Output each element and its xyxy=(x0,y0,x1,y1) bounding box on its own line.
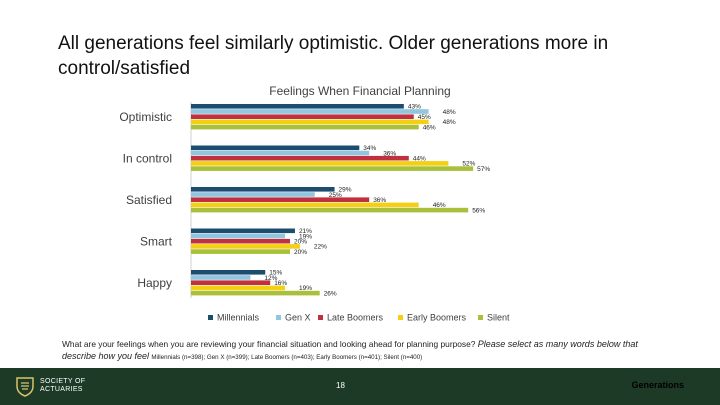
footer-bar: SOCIETY OF ACTUARIES 18 Generations xyxy=(0,368,720,405)
category-label-satisfied: Satisfied xyxy=(126,193,172,207)
value-label-optimistic-gen-x: 48% xyxy=(443,109,456,116)
bar-optimistic-early-boomers xyxy=(191,119,429,125)
logo-line-2: ACTUARIES xyxy=(40,386,83,393)
bar-in-control-early-boomers xyxy=(191,161,449,166)
legend-swatch-gen-x xyxy=(276,315,281,320)
page-number: 18 xyxy=(336,381,345,390)
bar-satisfied-silent xyxy=(191,207,469,213)
value-label-happy-millennials: 15% xyxy=(269,270,282,277)
bar-satisfied-gen-x xyxy=(191,192,315,197)
soa-logo: SOCIETY OF ACTUARIES xyxy=(14,375,85,397)
legend-label-late-boomers: Late Boomers xyxy=(327,313,384,323)
value-label-satisfied-early-boomers: 46% xyxy=(433,202,446,209)
value-label-optimistic-early-boomers: 48% xyxy=(443,119,456,126)
value-label-in-control-gen-x: 36% xyxy=(383,150,396,157)
value-label-happy-early-boomers: 19% xyxy=(299,285,312,292)
footnote: What are your feelings when you are revi… xyxy=(62,338,672,364)
category-label-happy: Happy xyxy=(137,276,172,290)
bar-happy-late-boomers xyxy=(191,280,271,285)
legend: Millennials Gen X Late Boomers Early Boomer… xyxy=(208,313,510,323)
logo-line-1: SOCIETY OF xyxy=(40,378,86,385)
value-label-optimistic-millennials: 43% xyxy=(408,104,421,111)
category-label-smart: Smart xyxy=(140,235,173,249)
bar-in-control-gen-x xyxy=(191,150,370,156)
bar-happy-gen-x xyxy=(191,275,251,280)
slide-title: All generations feel similarly optimisti… xyxy=(58,33,609,79)
category-label-optimistic: Optimistic xyxy=(119,110,172,124)
bar-optimistic-silent xyxy=(191,124,419,130)
value-label-optimistic-silent: 46% xyxy=(423,124,436,131)
value-label-smart-silent: 20% xyxy=(294,249,307,256)
bar-satisfied-millennials xyxy=(191,187,335,192)
bar-smart-silent xyxy=(191,249,290,254)
bar-in-control-late-boomers xyxy=(191,155,409,161)
legend-label-gen-x: Gen X xyxy=(285,313,311,323)
value-label-in-control-late-boomers: 44% xyxy=(413,156,426,163)
legend-label-silent: Silent xyxy=(487,313,510,323)
soa-emblem-icon xyxy=(16,377,34,397)
bar-optimistic-late-boomers xyxy=(191,114,414,119)
bar-smart-millennials xyxy=(191,228,295,234)
value-label-satisfied-gen-x: 25% xyxy=(329,192,342,199)
value-label-optimistic-late-boomers: 45% xyxy=(418,114,431,121)
footnote-question: What are your feelings when you are revi… xyxy=(62,339,476,349)
bar-optimistic-gen-x xyxy=(191,109,429,114)
value-label-smart-late-boomers: 20% xyxy=(294,239,307,246)
value-label-in-control-millennials: 34% xyxy=(363,145,376,152)
value-label-satisfied-silent: 56% xyxy=(472,207,485,214)
bar-satisfied-late-boomers xyxy=(191,197,370,202)
value-label-happy-gen-x: 12% xyxy=(264,275,277,282)
category-label-in-control: In control xyxy=(123,152,172,166)
value-label-smart-early-boomers: 22% xyxy=(314,244,327,251)
bar-smart-early-boomers xyxy=(191,244,300,249)
section-name: Generations xyxy=(631,380,684,390)
bar-optimistic-millennials xyxy=(191,104,404,109)
bar-happy-silent xyxy=(191,290,320,296)
value-label-happy-silent: 26% xyxy=(324,290,337,297)
bar-happy-millennials xyxy=(191,270,266,275)
legend-swatch-silent xyxy=(478,315,483,320)
value-label-satisfied-late-boomers: 36% xyxy=(373,197,386,204)
legend-label-early-boomers: Early Boomers xyxy=(407,313,467,323)
value-label-in-control-early-boomers: 52% xyxy=(462,161,475,168)
value-label-happy-late-boomers: 16% xyxy=(274,280,287,287)
bar-in-control-silent xyxy=(191,166,474,171)
bar-smart-late-boomers xyxy=(191,238,290,244)
bar-happy-early-boomers xyxy=(191,285,286,291)
legend-label-millennials: Millennials xyxy=(217,313,260,323)
value-label-smart-millennials: 21% xyxy=(299,228,312,235)
legend-swatch-early-boomers xyxy=(398,315,403,320)
footnote-instruction: Please select as many words below that d… xyxy=(62,339,638,361)
bars-group: 43% 48% 45% 48% 46% 34% 36% 44% 52%57% 29%25% 36% 4… xyxy=(190,102,490,298)
feelings-bar-chart: Feelings When Financial Planning 43%48%4… xyxy=(119,84,510,323)
chart-title: Feelings When Financial Planning xyxy=(269,84,450,98)
bar-in-control-millennials xyxy=(191,145,360,151)
category-labels: Optimistic In control Satisfied Smart Happy xyxy=(119,110,172,290)
footnote-sample-sizes: Millennials (n=398); Gen X (n=399); Late… xyxy=(151,354,423,361)
bar-satisfied-early-boomers xyxy=(191,202,419,208)
value-label-in-control-silent: 57% xyxy=(477,166,490,173)
value-label-smart-gen-x: 19% xyxy=(299,233,312,240)
value-label-satisfied-millennials: 29% xyxy=(339,187,352,194)
legend-swatch-late-boomers xyxy=(318,315,323,320)
legend-swatch-millennials xyxy=(208,315,213,320)
bar-smart-gen-x xyxy=(191,233,286,239)
